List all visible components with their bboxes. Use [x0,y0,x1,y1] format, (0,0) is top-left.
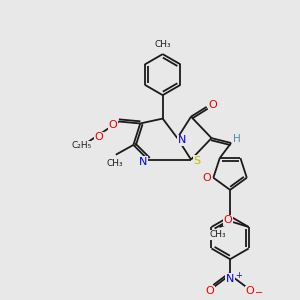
Text: H: H [233,134,241,144]
Text: −: − [256,288,264,298]
Text: O: O [208,100,217,110]
Text: O: O [202,173,211,183]
Text: N: N [226,274,234,284]
Text: N: N [139,157,147,166]
Text: C₂H₅: C₂H₅ [71,141,92,150]
Text: O: O [224,215,233,225]
Text: N: N [178,135,186,145]
Text: O: O [109,120,117,130]
Text: S: S [193,156,200,166]
Text: CH₃: CH₃ [106,159,123,168]
Text: O: O [205,286,214,296]
Text: CH₃: CH₃ [154,40,171,49]
Text: O: O [95,132,103,142]
Text: +: + [235,271,242,280]
Text: O: O [245,286,254,296]
Text: CH₃: CH₃ [209,230,226,239]
